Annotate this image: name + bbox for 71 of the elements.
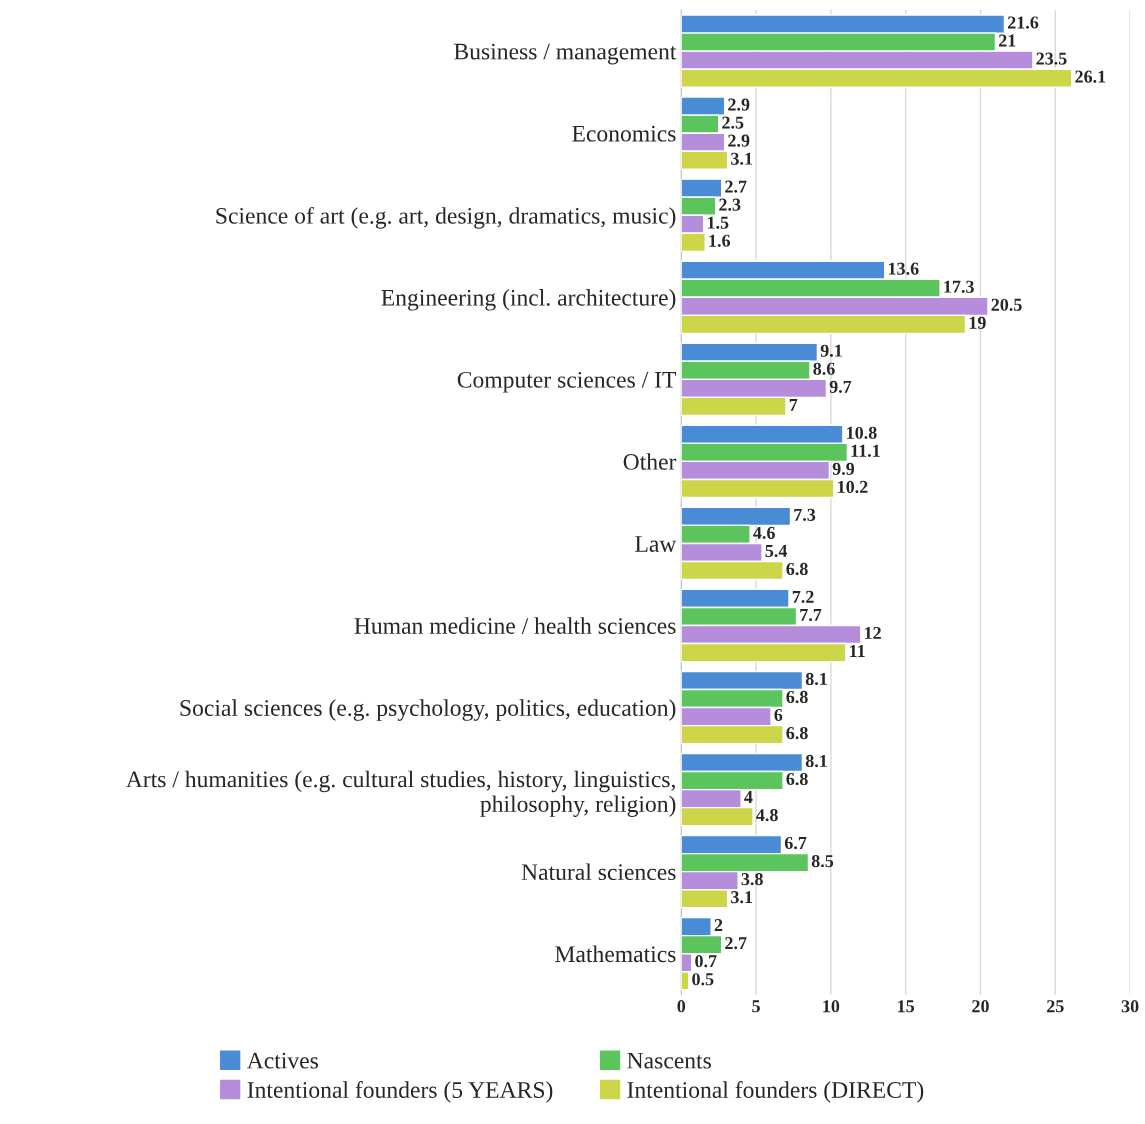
data-label: 23.5 xyxy=(1036,52,1067,65)
x-tick-label: 10 xyxy=(823,1000,840,1013)
data-label: 9.9 xyxy=(832,462,855,476)
data-label: 8.1 xyxy=(805,672,827,686)
data-label: 7.2 xyxy=(792,590,814,604)
data-label: 13.6 xyxy=(888,262,919,275)
legend-label: Intentional founders (5 YEARS) xyxy=(247,1081,553,1103)
data-label: 11.1 xyxy=(851,444,880,457)
y-tick-label: Human medicine / health sciences xyxy=(354,617,676,634)
data-label: 21.6 xyxy=(1007,16,1039,29)
legend-label: Nascents xyxy=(627,1052,711,1069)
data-label: 6.8 xyxy=(786,772,808,786)
y-tick-label: Law xyxy=(635,536,677,552)
data-label: 6.8 xyxy=(786,562,808,576)
x-tick-label: 5 xyxy=(752,1000,760,1013)
y-tick-label: Science of art (e.g. art, design, dramatics, music) xyxy=(216,206,676,229)
data-label: 17.3 xyxy=(944,280,974,293)
data-label: 1.5 xyxy=(707,216,729,229)
data-label: 21 xyxy=(999,34,1016,47)
data-label: 4 xyxy=(744,791,753,803)
data-label: 2.7 xyxy=(725,937,747,950)
y-tick-label: Natural sciences xyxy=(521,863,676,881)
legend-label: Intentional founders (DIRECT) xyxy=(627,1081,924,1103)
x-tick-label: 0 xyxy=(677,1000,686,1013)
data-label: 12 xyxy=(865,626,881,639)
data-label: 2.9 xyxy=(728,134,750,147)
data-label: 3.1 xyxy=(731,152,753,165)
data-label: 2.9 xyxy=(728,98,750,111)
x-tick-label: 25 xyxy=(1047,1000,1064,1013)
data-label: 2 xyxy=(714,919,723,931)
y-tick-label: Business / management xyxy=(454,43,677,65)
y-tick-label: Arts / humanities (e.g. cultural studies, history, linguistics, philosophy, religion) xyxy=(126,770,676,817)
data-label: 8.5 xyxy=(811,854,834,868)
x-tick-label: 15 xyxy=(898,1000,915,1013)
data-label: 0.5 xyxy=(692,973,714,986)
data-label: 8.1 xyxy=(805,754,827,768)
y-tick-label: Other xyxy=(623,453,677,470)
data-label: 2.3 xyxy=(719,198,741,211)
y-tick-label: Economics xyxy=(572,125,676,142)
data-label: 9.7 xyxy=(829,380,852,393)
data-label: 8.6 xyxy=(813,362,835,375)
data-label: 0.7 xyxy=(695,955,717,968)
data-label: 6.8 xyxy=(786,690,808,704)
data-label: 3.8 xyxy=(741,873,763,886)
y-tick-label: Engineering (incl. architecture) xyxy=(381,289,676,311)
data-label: 6 xyxy=(774,708,783,722)
data-label: 7 xyxy=(789,398,798,411)
legend-label: Actives xyxy=(246,1052,318,1069)
data-label: 26.1 xyxy=(1075,70,1106,83)
data-label: 19 xyxy=(969,316,986,329)
y-tick-label: Social sciences (e.g. psychology, politics, education) xyxy=(180,699,676,721)
data-label: 4.8 xyxy=(756,809,778,822)
data-label: 11 xyxy=(850,645,865,657)
data-label: 1.6 xyxy=(709,234,731,247)
data-label: 2.5 xyxy=(722,116,744,129)
y-tick-label: Mathematics xyxy=(555,945,676,963)
x-tick-label: 30 xyxy=(1121,1000,1139,1013)
y-tick-label: Computer sciences / IT xyxy=(457,371,677,393)
data-label: 5.4 xyxy=(765,544,788,558)
x-tick-label: 20 xyxy=(972,1000,989,1013)
data-label: 3.1 xyxy=(731,891,753,904)
data-label: 7.7 xyxy=(800,609,822,622)
data-label: 6.7 xyxy=(784,836,807,850)
data-label: 9.1 xyxy=(820,344,842,357)
data-label: 10.8 xyxy=(847,426,877,439)
data-label: 7.3 xyxy=(794,508,816,521)
data-label: 2.7 xyxy=(725,180,747,193)
data-label: 6.8 xyxy=(786,726,808,740)
data-label: 4.6 xyxy=(753,526,775,540)
data-label: 20.5 xyxy=(991,298,1022,311)
data-label: 10.2 xyxy=(838,480,868,494)
